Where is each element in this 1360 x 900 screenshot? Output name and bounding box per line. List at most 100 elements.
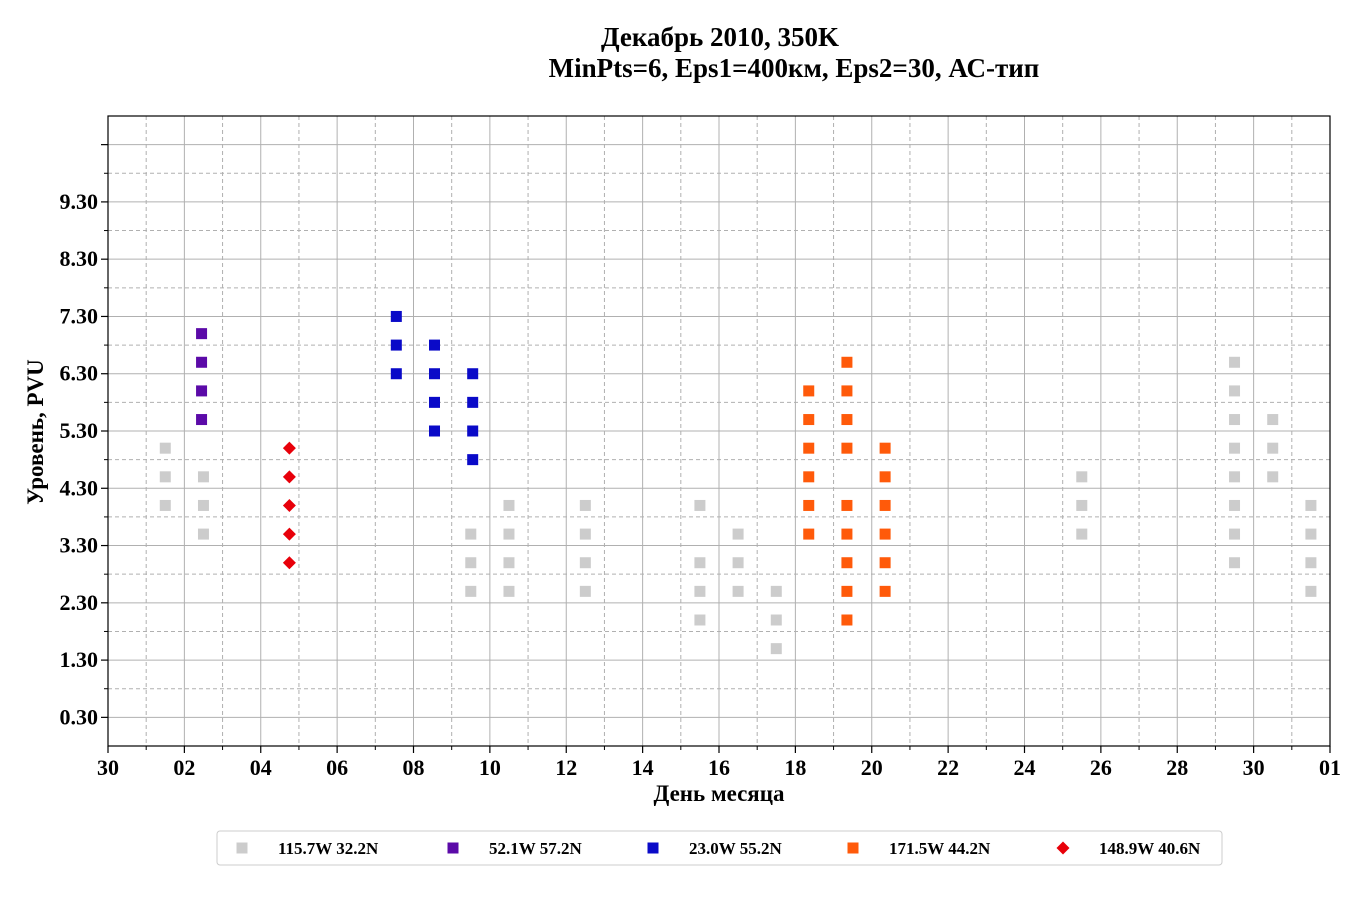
data-point <box>1305 585 1317 597</box>
data-point <box>1076 528 1088 540</box>
data-point <box>503 585 515 597</box>
data-point <box>770 585 782 597</box>
data-point <box>1267 414 1279 426</box>
data-point <box>770 614 782 626</box>
chart-subtitle: MinPts=6, Eps1=400км, Eps2=30, АС-тип <box>549 53 1040 83</box>
data-point <box>197 499 209 511</box>
data-point <box>1229 528 1241 540</box>
data-point <box>1229 356 1241 368</box>
data-point <box>879 528 891 540</box>
y-tick-label: 0.30 <box>60 704 99 729</box>
x-tick-label: 30 <box>97 755 119 780</box>
data-point <box>196 414 208 426</box>
points-layer <box>159 310 1317 655</box>
data-point <box>879 499 891 511</box>
x-tick-label: 14 <box>632 755 654 780</box>
data-point <box>803 385 815 397</box>
data-point <box>429 396 441 408</box>
data-point <box>841 442 853 454</box>
data-point <box>1305 499 1317 511</box>
x-tick-label: 08 <box>403 755 425 780</box>
ticks-layer: 30 02 04 06 08 10 12 14 16 18 20 22 24 26 28 30 01 0.30 1.… <box>60 144 1341 780</box>
data-point <box>841 557 853 569</box>
data-point <box>197 528 209 540</box>
data-point <box>1229 499 1241 511</box>
legend-label: 148.9W 40.6N <box>1099 839 1201 858</box>
data-point <box>579 557 591 569</box>
data-point <box>803 499 815 511</box>
data-point <box>879 585 891 597</box>
legend-label: 115.7W 32.2N <box>278 839 379 858</box>
data-point <box>1305 528 1317 540</box>
x-tick-label: 20 <box>861 755 883 780</box>
y-tick-label: 1.30 <box>60 647 99 672</box>
data-point <box>841 499 853 511</box>
data-point <box>282 441 296 455</box>
x-tick-label: 12 <box>555 755 577 780</box>
data-point <box>1305 557 1317 569</box>
y-tick-label: 7.30 <box>60 303 99 328</box>
legend-marker <box>847 842 859 854</box>
x-tick-label: 28 <box>1166 755 1188 780</box>
data-point <box>1229 557 1241 569</box>
data-point <box>467 454 479 466</box>
data-point <box>694 614 706 626</box>
data-point <box>732 557 744 569</box>
data-point <box>503 557 515 569</box>
data-point <box>429 339 441 351</box>
data-point <box>1267 471 1279 483</box>
x-axis-label: День месяца <box>653 781 785 806</box>
y-tick-label: 2.30 <box>60 590 99 615</box>
data-point <box>282 527 296 541</box>
data-point <box>694 499 706 511</box>
x-tick-label: 04 <box>250 755 272 780</box>
x-tick-label: 24 <box>1014 755 1036 780</box>
data-point <box>503 528 515 540</box>
legend-label: 52.1W 57.2N <box>489 839 582 858</box>
data-point <box>159 499 171 511</box>
legend-label: 171.5W 44.2N <box>889 839 991 858</box>
data-point <box>429 368 441 380</box>
data-point <box>841 385 853 397</box>
data-point <box>1076 499 1088 511</box>
x-tick-label: 16 <box>708 755 730 780</box>
legend-marker <box>1056 841 1070 855</box>
data-point <box>467 368 479 380</box>
data-point <box>732 528 744 540</box>
data-point <box>579 528 591 540</box>
data-point <box>579 585 591 597</box>
legend-marker <box>647 842 659 854</box>
data-point <box>196 328 208 340</box>
data-point <box>429 425 441 437</box>
data-point <box>390 310 402 322</box>
data-point <box>159 442 171 454</box>
data-point <box>841 356 853 368</box>
x-tick-label: 22 <box>937 755 959 780</box>
y-tick-label: 8.30 <box>60 246 99 271</box>
data-point <box>841 614 853 626</box>
data-point <box>390 368 402 380</box>
legend: 115.7W 32.2N 52.1W 57.2N 23.0W 55.2N 171.5W… <box>216 830 1223 866</box>
data-point <box>841 585 853 597</box>
data-point <box>694 557 706 569</box>
data-point <box>579 499 591 511</box>
data-point <box>879 442 891 454</box>
y-axis-label: Уровень, PVU <box>23 359 48 505</box>
data-point <box>465 557 477 569</box>
y-tick-label: 3.30 <box>60 533 99 558</box>
data-point <box>841 528 853 540</box>
data-point <box>879 471 891 483</box>
y-tick-label: 4.30 <box>60 475 99 500</box>
legend-marker <box>236 842 248 854</box>
x-tick-label: 26 <box>1090 755 1112 780</box>
data-point <box>465 585 477 597</box>
data-point <box>841 414 853 426</box>
data-point <box>879 557 891 569</box>
data-point <box>390 339 402 351</box>
y-tick-label: 5.30 <box>60 418 99 443</box>
data-point <box>196 385 208 397</box>
grid-layer <box>108 116 1330 746</box>
data-point <box>282 498 296 512</box>
